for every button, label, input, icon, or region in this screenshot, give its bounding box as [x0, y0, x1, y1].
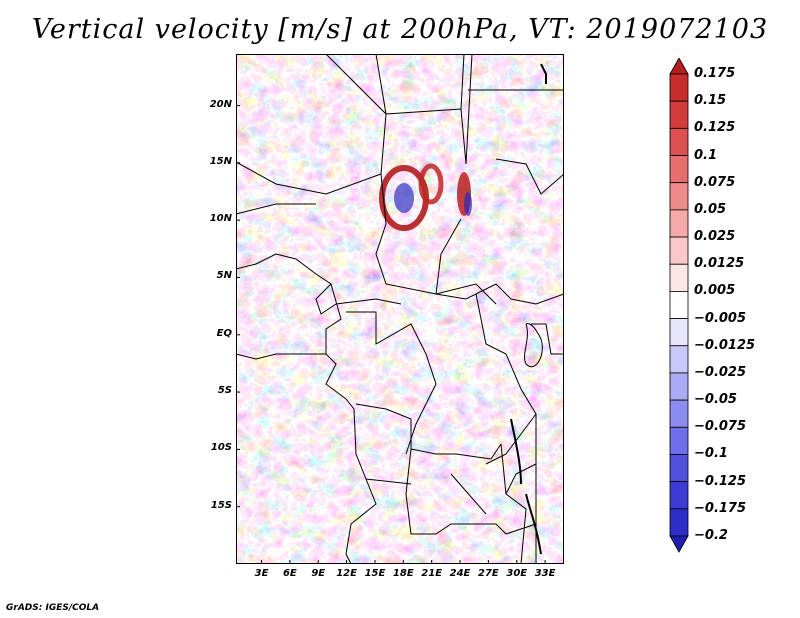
colorbar: [669, 58, 689, 553]
colorbar-swatch: [669, 399, 689, 428]
colorbar-label: 0.05: [694, 201, 727, 217]
colorbar-swatch: [669, 263, 689, 292]
colorbar-swatch: [669, 100, 689, 129]
colorbar-swatch: [669, 426, 689, 455]
colorbar-swatch: [669, 535, 689, 553]
colorbar-swatch: [669, 318, 689, 347]
political-boundaries: [236, 54, 564, 564]
colorbar-label: 0.075: [694, 174, 736, 190]
velocity-field-detail: [236, 54, 564, 564]
colorbar-swatch: [669, 481, 689, 510]
colorbar-label: −0.0125: [694, 337, 756, 353]
velocity-map: [236, 54, 564, 564]
lon-tick-label: 24E: [449, 568, 471, 579]
colorbar-label: 0.0125: [694, 256, 745, 272]
strong-updraft-features: [379, 163, 472, 231]
chart-title: Vertical velocity [m/s] at 200hPa, VT: 2…: [31, 14, 769, 45]
colorbar-swatch: [669, 127, 689, 156]
colorbar-swatch: [669, 73, 689, 102]
lat-tick-label: 20N: [209, 98, 232, 110]
colorbar-swatch: [669, 345, 689, 374]
lat-tick-label: 5N: [216, 270, 232, 282]
lat-tick-label: 10N: [209, 213, 232, 225]
colorbar-label: −0.2: [694, 528, 728, 543]
colorbar-swatch: [669, 155, 689, 184]
map-field-svg: [236, 54, 564, 564]
lon-tick-label: 9E: [311, 568, 326, 579]
colorbar-label: −0.005: [694, 310, 747, 326]
lon-tick-label: 12E: [336, 568, 357, 579]
colorbar-label: 0.025: [694, 229, 736, 245]
colorbar-label: 0.15: [694, 93, 727, 109]
colorbar-swatch: [669, 454, 689, 483]
colorbar-label: −0.1: [694, 446, 728, 462]
colorbar-label: 0.1: [694, 147, 718, 163]
lat-tick-label: EQ: [216, 327, 232, 339]
lon-tick-label: 27E: [478, 568, 499, 579]
colorbar-label: 0.125: [694, 120, 736, 136]
colorbar-label: 0.175: [694, 66, 736, 81]
colorbar-label: −0.025: [694, 364, 747, 380]
colorbar-swatch: [669, 508, 689, 537]
lat-tick-label: 15N: [209, 155, 232, 167]
lon-tick-label: 6E: [282, 568, 297, 579]
lat-tick-label: 10S: [210, 442, 232, 454]
colorbar-swatch: [669, 236, 689, 265]
lon-tick-label: 21E: [421, 568, 443, 579]
colorbar-swatch: [669, 182, 689, 211]
colorbar-swatch: [669, 209, 689, 238]
axis-ticks: [236, 105, 546, 564]
credit-footer: GrADS: IGES/COLA: [6, 603, 100, 613]
colorbar-label: −0.075: [694, 419, 747, 435]
lon-tick-label: 3E: [254, 568, 269, 579]
colorbar-label: −0.125: [694, 473, 747, 489]
lat-tick-label: 5S: [217, 385, 232, 397]
lat-tick-label: 15S: [210, 499, 232, 511]
colorbar-swatch: [669, 58, 689, 75]
colorbar-label: 0.005: [694, 283, 736, 299]
colorbar-swatch: [669, 291, 689, 319]
map-frame: [236, 54, 564, 564]
lon-tick-label: 15E: [364, 568, 386, 579]
colorbar-label: −0.05: [694, 392, 737, 408]
colorbar-label: −0.175: [694, 500, 747, 516]
lon-tick-label: 30E: [506, 568, 528, 579]
lon-tick-label: 18E: [392, 568, 414, 579]
colorbar-swatch: [669, 372, 689, 401]
lon-tick-label: 33E: [534, 568, 556, 579]
